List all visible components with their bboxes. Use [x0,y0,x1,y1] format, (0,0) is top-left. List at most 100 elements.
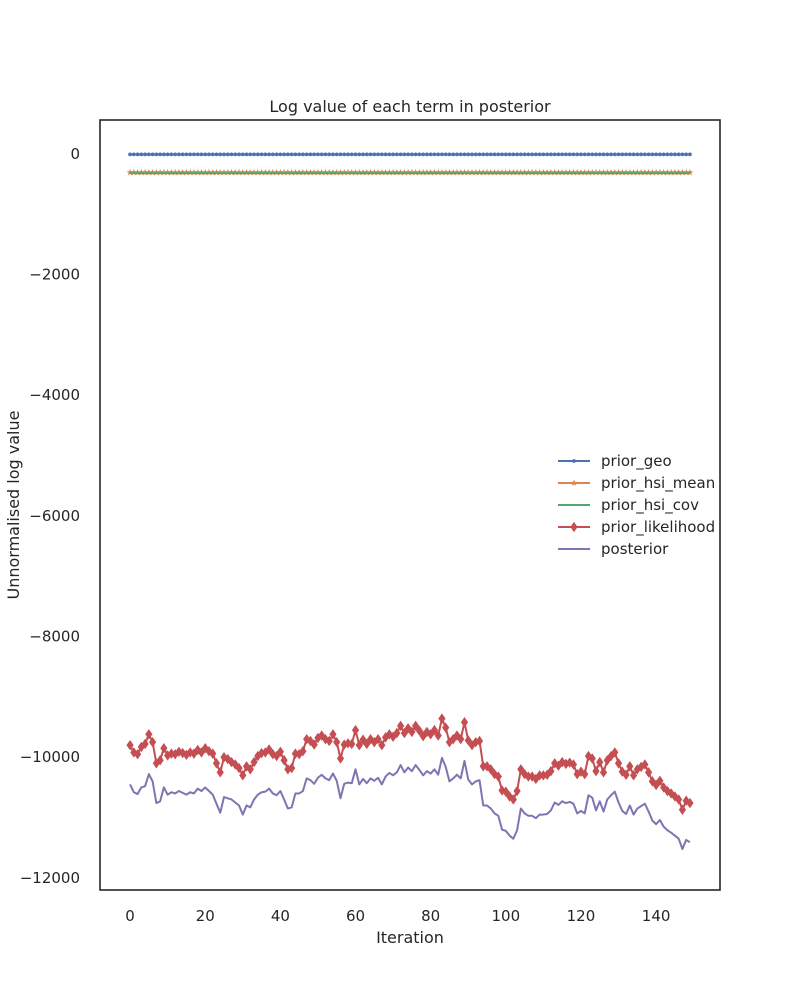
data-point [569,759,578,770]
data-point [165,152,170,157]
data-point [603,755,611,766]
data-point [438,713,446,724]
data-point [494,771,502,782]
data-point [225,152,230,157]
data-point [387,152,392,157]
data-point [582,152,587,157]
data-point [161,152,166,157]
data-point [590,152,595,157]
data-point [541,152,546,157]
data-point [496,152,501,157]
data-point [180,152,185,157]
data-point [624,152,628,157]
data-point [376,152,380,157]
data-point [137,741,145,753]
data-point [301,152,305,157]
data-point [288,762,296,774]
data-point [468,739,476,751]
y-tick-label: −4000 [29,386,80,404]
data-point [637,761,645,773]
data-point [686,797,694,809]
data-point [609,152,613,157]
data-point [532,773,540,785]
data-point [485,152,489,157]
data-point [255,152,260,157]
data-point [276,746,284,758]
data-point [522,152,527,157]
data-point [126,739,134,751]
plot-frame [99,119,721,891]
data-point [235,762,243,774]
data-point [402,152,407,157]
data-point [400,727,408,739]
data-point [631,152,636,157]
data-point [475,735,484,747]
data-point [346,152,350,157]
data-point [596,756,604,768]
data-point [158,152,163,157]
data-point [473,152,478,157]
data-point [432,152,437,157]
data-point [428,152,433,157]
data-point [291,748,299,759]
data-point [594,152,598,157]
data-point [246,764,254,775]
data-point [657,152,662,157]
y-axis-label: Unnormalised log value [4,411,23,600]
data-point [139,152,144,157]
data-point [526,152,531,157]
data-point [254,750,262,762]
legend-marker [570,479,578,486]
data-point [267,152,271,157]
data-point [278,152,283,157]
data-point [318,730,326,741]
data-point [237,152,241,157]
data-point [197,747,206,758]
data-point [575,152,580,157]
data-point [597,152,602,157]
data-point [293,152,298,157]
y-tick-label: −8000 [29,628,80,646]
data-point [562,758,570,770]
legend-marker [572,459,576,463]
data-point [160,742,168,754]
data-point [334,152,339,157]
data-point [128,152,132,157]
data-point [629,770,638,781]
data-point [240,152,245,157]
data-point [250,756,258,768]
data-point [363,738,371,750]
data-point [417,152,422,157]
data-point [312,152,317,157]
data-point [665,152,670,157]
data-point [195,152,200,157]
data-point [224,753,232,765]
data-point [177,152,181,157]
x-tick-label: 120 [567,907,596,925]
data-point [667,788,675,799]
data-point [488,152,493,157]
data-point [342,152,347,157]
data-point [560,152,565,157]
data-point [434,730,442,741]
data-point [408,726,416,738]
legend-entry: prior_hsi_mean [558,474,715,493]
data-point [182,749,191,761]
data-point [146,152,151,157]
data-point [599,767,608,778]
data-point [398,152,403,157]
data-point [406,152,411,157]
legend-label: prior_geo [601,452,672,471]
data-point [167,748,175,759]
data-point [656,775,664,786]
data-point [355,739,363,751]
data-point [639,152,643,157]
data-point [261,747,269,758]
data-point [383,152,388,157]
data-point [252,152,256,157]
data-point [381,732,390,743]
data-point [379,152,384,157]
data-point [543,769,551,780]
data-point [297,152,302,157]
